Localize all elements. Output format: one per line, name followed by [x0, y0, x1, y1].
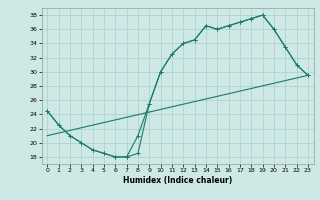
X-axis label: Humidex (Indice chaleur): Humidex (Indice chaleur) [123, 176, 232, 185]
